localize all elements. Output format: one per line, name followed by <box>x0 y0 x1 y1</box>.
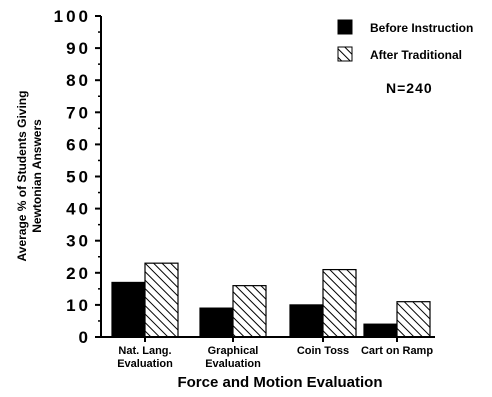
y-tick-label: 70 <box>66 103 91 122</box>
x-tick-label: Evaluation <box>117 358 173 370</box>
bar-after-3 <box>396 301 431 338</box>
legend-swatch-before <box>337 19 353 35</box>
bar-before-0 <box>111 281 146 338</box>
y-tick-label: 0 <box>79 328 91 347</box>
y-axis: 0 10 20 30 40 50 60 70 80 90 100 <box>54 7 101 347</box>
bar-after-2 <box>322 268 357 338</box>
x-axis-title: Force and Motion Evaluation <box>177 374 382 391</box>
legend-swatch-after <box>337 46 353 62</box>
y-tick-label: 100 <box>54 7 91 26</box>
y-axis-title: Average % of Students Giving Newtonian A… <box>15 91 44 262</box>
x-tick-label: Cart on Ramp <box>361 345 433 357</box>
y-axis-title-line1: Average % of Students Giving <box>15 91 29 262</box>
y-tick-label: 60 <box>66 135 91 154</box>
bar-before-3 <box>363 323 398 338</box>
y-tick-label: 50 <box>66 168 91 187</box>
y-tick-label: 80 <box>66 71 91 90</box>
legend-label-after: After Traditional <box>370 48 462 62</box>
x-axis: Nat. Lang.EvaluationGraphicalEvaluationC… <box>117 337 433 370</box>
sample-size-note: N=240 <box>386 80 433 96</box>
y-axis-title-line2: Newtonian Answers <box>30 119 44 233</box>
y-tick-label: 20 <box>66 264 91 283</box>
legend: Before Instruction After Traditional <box>337 19 473 62</box>
x-tick-label: Nat. Lang. <box>118 345 171 357</box>
legend-label-before: Before Instruction <box>370 21 473 35</box>
bar-after-0 <box>144 262 179 338</box>
bar-before-2 <box>289 304 324 338</box>
bar-before-1 <box>199 307 234 338</box>
bar-after-1 <box>232 285 267 338</box>
x-tick-label: Graphical <box>208 345 259 357</box>
axes <box>100 16 435 338</box>
x-tick-label: Evaluation <box>205 358 261 370</box>
y-tick-label: 90 <box>66 39 91 58</box>
bars <box>111 262 431 338</box>
y-tick-label: 30 <box>66 232 91 251</box>
y-tick-label: 10 <box>66 296 91 315</box>
x-tick-label: Coin Toss <box>297 345 349 357</box>
y-tick-label: 40 <box>66 200 91 219</box>
